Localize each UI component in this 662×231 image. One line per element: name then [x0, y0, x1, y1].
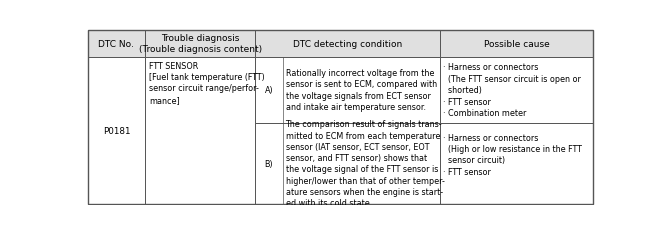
Text: · Harness or connectors
  (The FTT sensor circuit is open or
  shorted)
· FTT se: · Harness or connectors (The FTT sensor …	[443, 63, 581, 118]
Bar	[88, 57, 145, 204]
Bar	[145, 30, 255, 57]
Bar	[88, 30, 145, 57]
Text: DTC No.: DTC No.	[99, 39, 134, 48]
Bar	[145, 57, 255, 204]
Bar	[255, 123, 440, 204]
Text: P0181: P0181	[103, 126, 130, 135]
Text: FTT SENSOR
[Fuel tank temperature (FTT)
sensor circuit range/perfor-
mance]: FTT SENSOR [Fuel tank temperature (FTT) …	[149, 61, 265, 104]
Bar	[440, 57, 593, 123]
Text: Rationally incorrect voltage from the
sensor is sent to ECM, compared with
the v: Rationally incorrect voltage from the se…	[285, 69, 437, 112]
Bar	[255, 30, 440, 57]
Text: B): B)	[265, 159, 273, 168]
Text: Possible cause: Possible cause	[483, 39, 549, 48]
Text: · Harness or connectors
  (High or low resistance in the FTT
  sensor circuit)
·: · Harness or connectors (High or low res…	[443, 133, 582, 176]
Text: DTC detecting condition: DTC detecting condition	[293, 39, 402, 48]
Text: A): A)	[265, 86, 273, 95]
Bar	[255, 57, 440, 123]
Text: Trouble diagnosis
(Trouble diagnosis content): Trouble diagnosis (Trouble diagnosis con…	[138, 34, 261, 54]
Bar	[440, 123, 593, 204]
Bar	[440, 30, 593, 57]
Text: The comparison result of signals trans-
mitted to ECM from each temperature
sens: The comparison result of signals trans- …	[285, 120, 444, 207]
